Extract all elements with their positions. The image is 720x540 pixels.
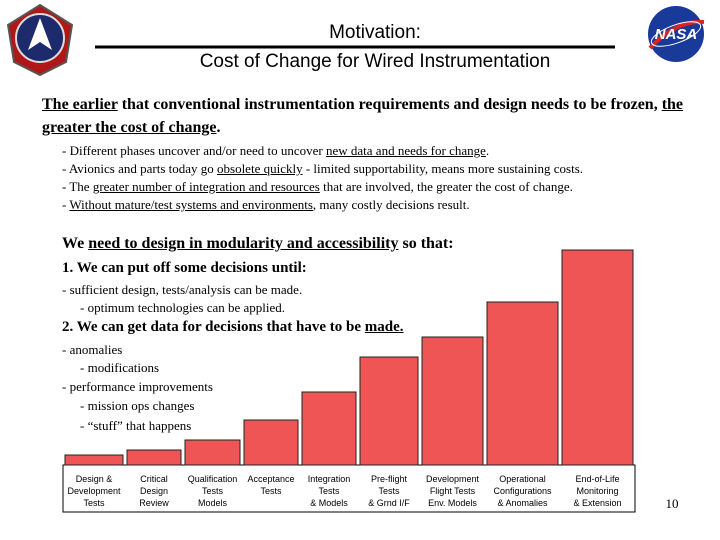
bar (301, 391, 357, 466)
bar (184, 439, 241, 466)
text: greater number of integration and resour… (92, 179, 320, 194)
point-item: - modifications (80, 360, 160, 375)
text: Without mature/test systems and environm… (69, 197, 313, 212)
text: . (216, 119, 221, 136)
text: - Avionics and parts today go (62, 161, 218, 176)
bar (486, 301, 559, 466)
intro: The earlier that conventional instrument… (42, 93, 702, 139)
point-item: - anomalies (62, 342, 123, 357)
text: 2. We can get data for decisions that ha… (62, 319, 365, 335)
x-tick-label: Critical Design Review (139, 474, 169, 508)
text: new data and needs for change (326, 143, 486, 158)
x-tick-label: Qualification Tests Models (188, 474, 238, 508)
point-item: - optimum technologies can be applied. (80, 300, 286, 315)
x-tick-label: Acceptance Tests (247, 474, 294, 496)
text: need to design in modularity and accessi… (88, 235, 399, 252)
bar (359, 356, 419, 466)
text: , many costly decisions result. (312, 197, 470, 212)
text: We (62, 235, 89, 252)
bullet: - Avionics and parts today go obsolete q… (62, 161, 583, 177)
x-tick-label: Pre-flight Tests & Grnd I/F (368, 474, 410, 508)
text: so that: (398, 235, 454, 252)
text: obsolete quickly (217, 161, 303, 176)
text: that conventional instrumentation requir… (117, 96, 662, 113)
bullet: - The greater number of integration and … (62, 179, 573, 195)
x-tick-label: Design & Development Tests (67, 474, 121, 508)
text: the greater the cost of change (42, 96, 684, 136)
text: - (62, 197, 70, 212)
text: - limited supportability, means more sus… (302, 161, 584, 176)
left-logo (6, 3, 74, 77)
x-tick-label: Development Flight Tests Env. Models (426, 474, 480, 508)
title-line: Motivation: (329, 22, 421, 43)
label-box (62, 464, 636, 513)
x-tick-label: Integration Tests & Models (308, 474, 351, 508)
text: that are involved, the greater the cost … (319, 179, 573, 194)
point-item: - sufficient design, tests/analysis can … (62, 282, 303, 297)
page-number: 10 (666, 496, 679, 511)
text: - The (62, 179, 93, 194)
bar (64, 454, 124, 466)
x-tick-label: Operational Configurations & Anomalies (493, 474, 552, 508)
bar (421, 336, 484, 466)
point-title: 2. We can get data for decisions that ha… (62, 319, 404, 336)
bar (561, 249, 634, 466)
bullet: - Without mature/test systems and enviro… (62, 197, 470, 213)
x-tick-label: End-of-Life Monitoring & Extension (573, 474, 621, 508)
text: . (485, 143, 490, 158)
need: We need to design in modularity and acce… (62, 235, 454, 253)
point-item: - mission ops changes (80, 398, 195, 413)
text: made. (364, 319, 404, 335)
text: - Different phases uncover and/or need t… (62, 143, 326, 158)
logo-text: NASA (655, 26, 698, 43)
bar (126, 449, 182, 466)
point-item: - performance improvements (62, 379, 213, 394)
point-item: - “stuff” that happens (80, 418, 192, 433)
nasa-logo: NASA (648, 6, 705, 62)
bar (243, 419, 299, 466)
bullet: - Different phases uncover and/or need t… (62, 143, 489, 159)
text: The earlier (42, 96, 118, 113)
point-title: 1. We can put off some decisions until: (62, 260, 307, 276)
title-line: Cost of Change for Wired Instrumentation (199, 51, 551, 72)
